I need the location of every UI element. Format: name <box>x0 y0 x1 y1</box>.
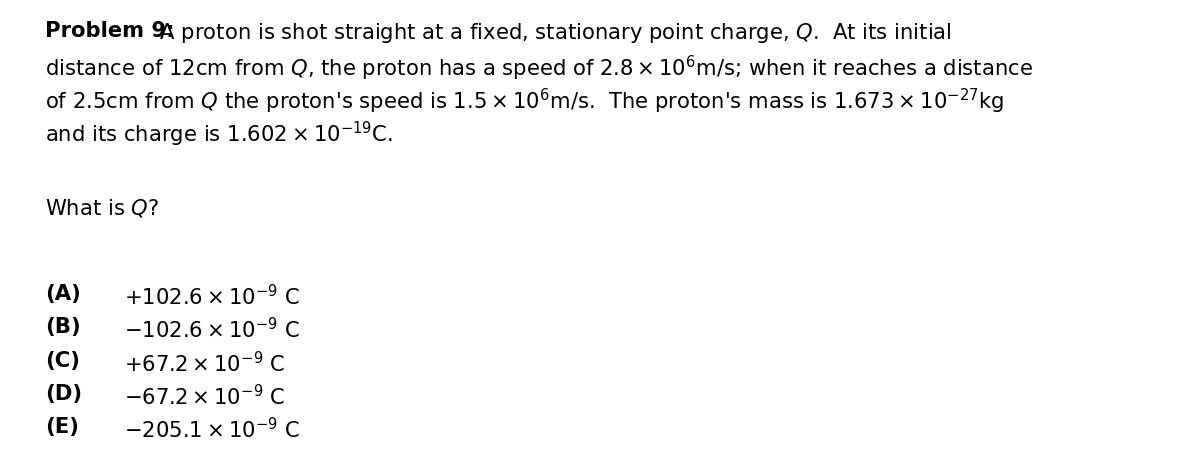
Text: (E): (E) <box>45 416 79 436</box>
Text: (A): (A) <box>45 284 80 303</box>
Text: What is $Q$?: What is $Q$? <box>45 196 159 218</box>
Text: (C): (C) <box>45 350 80 369</box>
Text: Problem 9:: Problem 9: <box>45 21 175 40</box>
Text: $+67.2 \times 10^{-9}$ C: $+67.2 \times 10^{-9}$ C <box>124 350 286 375</box>
Text: $-67.2 \times 10^{-9}$ C: $-67.2 \times 10^{-9}$ C <box>124 383 286 408</box>
Text: A proton is shot straight at a fixed, stationary point charge, $Q$.  At its init: A proton is shot straight at a fixed, st… <box>153 21 952 45</box>
Text: $-102.6 \times 10^{-9}$ C: $-102.6 \times 10^{-9}$ C <box>124 317 300 342</box>
Text: $-205.1 \times 10^{-9}$ C: $-205.1 \times 10^{-9}$ C <box>124 416 300 441</box>
Text: distance of 12cm from $Q$, the proton has a speed of $2.8 \times 10^{6}$m/s; whe: distance of 12cm from $Q$, the proton ha… <box>45 54 1032 83</box>
Text: of 2.5cm from $Q$ the proton's speed is $1.5 \times 10^{6}$m/s.  The proton's ma: of 2.5cm from $Q$ the proton's speed is … <box>45 87 1004 116</box>
Text: $+102.6 \times 10^{-9}$ C: $+102.6 \times 10^{-9}$ C <box>124 284 300 309</box>
Text: and its charge is $1.602 \times 10^{-19}$C.: and its charge is $1.602 \times 10^{-19}… <box>45 120 393 149</box>
Text: (D): (D) <box>45 383 81 403</box>
Text: (B): (B) <box>45 317 80 336</box>
